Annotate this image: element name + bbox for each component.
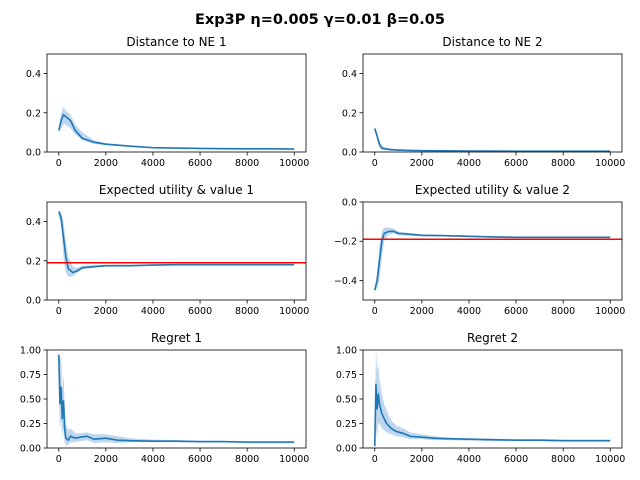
- x-tick-label: 8000: [235, 454, 259, 465]
- x-tick-label: 2000: [94, 158, 118, 169]
- x-tick-label: 8000: [551, 306, 575, 317]
- x-tick-label: 4000: [457, 306, 481, 317]
- y-tick-label: 0.4: [26, 217, 41, 228]
- axes-frame: [46, 53, 307, 153]
- y-tick-label: 0.00: [336, 444, 357, 455]
- x-tick-label: 0: [56, 454, 62, 465]
- panel-3: Expected utility & value 1 0 2000 4000 6000 8…: [26, 183, 309, 317]
- y-tick-label: 0.0: [342, 198, 357, 209]
- y-tick-label: 0.4: [26, 69, 41, 80]
- plot-area: [57, 350, 295, 446]
- plot-area: [374, 126, 611, 152]
- y-tick-label: 0.25: [20, 419, 41, 430]
- y-tick-label: 0.0: [26, 148, 41, 159]
- y-tick-label: 0.0: [26, 296, 41, 307]
- panel-title: Expected utility & value 2: [415, 183, 570, 197]
- series-line: [57, 354, 295, 443]
- y-tick-label: 0.2: [342, 108, 357, 119]
- panels: Distance to NE 1 0 2000 4000 6000 8000 10000 0.…: [20, 35, 626, 465]
- x-tick-label: 10000: [595, 306, 625, 317]
- y-tick-label: 0.25: [336, 419, 357, 430]
- series-line: [374, 128, 611, 152]
- y-tick-label: 1.00: [336, 346, 357, 357]
- y-tick-label: 0.50: [20, 395, 41, 406]
- x-tick-label: 10000: [279, 158, 309, 169]
- y-tick-label: −0.2: [334, 237, 357, 248]
- figure-suptitle: Exp3P η=0.005 γ=0.01 β=0.05: [195, 12, 445, 28]
- x-tick-label: 6000: [188, 306, 212, 317]
- x-tick-label: 10000: [595, 158, 625, 169]
- x-tick-label: 0: [372, 306, 378, 317]
- axes-frame: [46, 201, 307, 301]
- y-tick-label: 0.2: [26, 256, 41, 267]
- x-tick-label: 8000: [551, 454, 575, 465]
- y-tick-label: 0.2: [26, 108, 41, 119]
- x-tick-label: 6000: [188, 158, 212, 169]
- x-tick-label: 10000: [279, 454, 309, 465]
- x-tick-label: 10000: [279, 306, 309, 317]
- panel-2: Distance to NE 2 0 2000 4000 6000 8000 10000 0.…: [342, 35, 625, 169]
- x-tick-label: 4000: [141, 158, 165, 169]
- x-tick-label: 8000: [551, 158, 575, 169]
- plot-area: [373, 227, 611, 293]
- panel-1: Distance to NE 1 0 2000 4000 6000 8000 10000 0.…: [26, 35, 309, 169]
- y-tick-label: 0.00: [20, 444, 41, 455]
- y-tick-label: −0.4: [334, 276, 357, 287]
- y-tick-label: 0.75: [336, 370, 357, 381]
- x-tick-label: 0: [56, 306, 62, 317]
- series-line: [57, 113, 295, 150]
- x-tick-label: 2000: [410, 158, 434, 169]
- panel-6: Regret 2 0 2000 4000 6000 8000 10000 0.00 0.25 0.…: [336, 331, 626, 465]
- x-tick-label: 2000: [410, 306, 434, 317]
- x-tick-label: 2000: [94, 306, 118, 317]
- panel-title: Distance to NE 1: [126, 35, 226, 49]
- axes-frame: [362, 53, 623, 153]
- series-line: [373, 230, 611, 291]
- x-tick-label: 2000: [410, 454, 434, 465]
- x-tick-label: 6000: [188, 454, 212, 465]
- y-tick-label: 1.00: [20, 346, 41, 357]
- series-band: [58, 350, 295, 446]
- y-tick-label: 0.0: [342, 148, 357, 159]
- x-tick-label: 6000: [504, 158, 528, 169]
- x-tick-label: 10000: [595, 454, 625, 465]
- panel-5: Regret 1 0 2000 4000 6000 8000 10000 0.00 0.25 0.…: [20, 331, 310, 465]
- series-line: [58, 211, 295, 274]
- plot-area: [58, 209, 295, 277]
- panel-title: Regret 2: [467, 331, 518, 345]
- x-tick-label: 0: [372, 158, 378, 169]
- y-tick-label: 0.4: [342, 69, 357, 80]
- axes-frame: [362, 201, 623, 301]
- x-tick-label: 4000: [457, 158, 481, 169]
- x-tick-label: 0: [372, 454, 378, 465]
- plot-area: [57, 106, 295, 150]
- x-tick-label: 8000: [235, 158, 259, 169]
- panel-title: Expected utility & value 1: [99, 183, 254, 197]
- y-tick-label: 0.50: [336, 395, 357, 406]
- panel-title: Regret 1: [151, 331, 202, 345]
- x-tick-label: 4000: [457, 454, 481, 465]
- series-line: [373, 383, 611, 447]
- panel-4: Expected utility & value 2 0 2000 4000 6000 8…: [334, 183, 625, 317]
- x-tick-label: 8000: [235, 306, 259, 317]
- x-tick-label: 4000: [141, 306, 165, 317]
- x-tick-label: 0: [56, 158, 62, 169]
- x-tick-label: 6000: [504, 306, 528, 317]
- x-tick-label: 6000: [504, 454, 528, 465]
- panel-title: Distance to NE 2: [442, 35, 542, 49]
- x-tick-label: 4000: [141, 454, 165, 465]
- plot-area: [373, 350, 611, 448]
- y-tick-label: 0.75: [20, 370, 41, 381]
- x-tick-label: 2000: [94, 454, 118, 465]
